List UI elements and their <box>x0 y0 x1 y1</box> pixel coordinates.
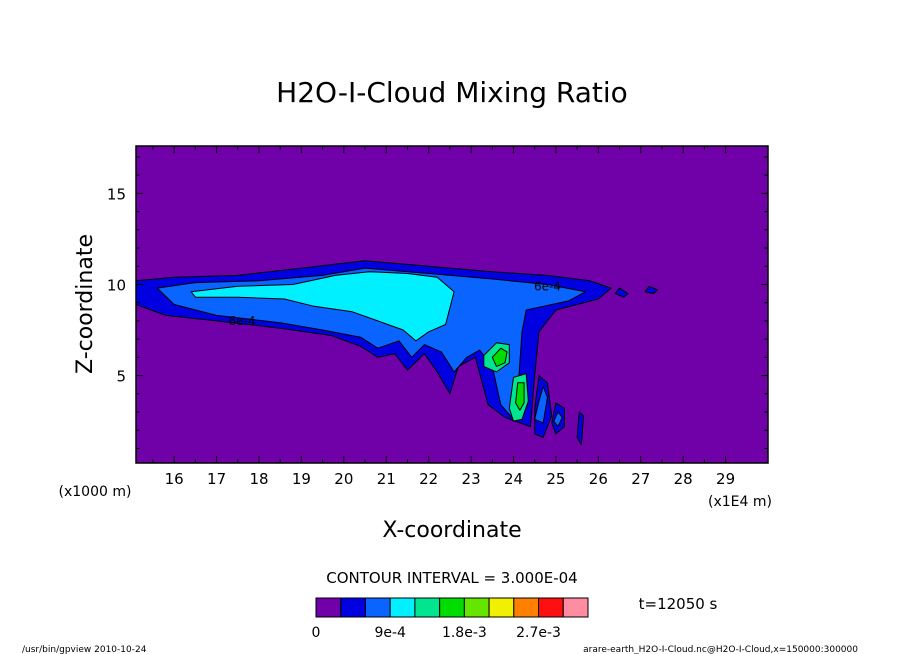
y-tick-label: 15 <box>107 185 126 203</box>
time-label: t=12050 s <box>639 595 718 613</box>
colorbar-swatch <box>463 597 490 618</box>
contour-interval-label: CONTOUR INTERVAL = 3.000E-04 <box>326 569 577 587</box>
x-tick-label: 25 <box>546 470 565 488</box>
contour-region-level-1 <box>614 287 629 298</box>
x-tick-label: 20 <box>334 470 353 488</box>
contour-region-level-2 <box>534 386 548 424</box>
x-tick-label: 22 <box>419 470 438 488</box>
x-tick-label: 16 <box>165 470 184 488</box>
axis-ticks: 16 17 18 19 20 21 22 23 24 25 26 27 28 29 5 10 15 <box>107 146 768 488</box>
x-tick-label: 28 <box>674 470 693 488</box>
x-axis-unit: (x1E4 m) <box>708 494 772 510</box>
colorbar-swatch <box>315 597 342 618</box>
colorbar-swatch <box>439 597 465 618</box>
contour-region-level-1 <box>644 285 659 295</box>
x-tick-label: 27 <box>631 470 650 488</box>
contour-labels: 6e-4 6e-4 <box>229 279 561 328</box>
contour-region-level-1 <box>576 411 584 446</box>
colorbar-swatch <box>364 597 391 618</box>
colorbar-swatch <box>414 597 441 618</box>
colorbar-tick-label: 9e-4 <box>374 625 406 641</box>
contour-label: 6e-4 <box>534 279 561 293</box>
y-tick-label: 5 <box>116 368 126 386</box>
colorbar-tick-label: 1.8e-3 <box>442 625 487 641</box>
x-tick-label: 29 <box>716 470 735 488</box>
contour-field <box>135 146 768 463</box>
colorbar-swatch <box>562 597 589 618</box>
x-tick-label: 19 <box>292 470 311 488</box>
colorbar-swatch <box>340 597 366 618</box>
colorbar-swatch <box>538 597 564 618</box>
y-axis-unit: (x1000 m) <box>59 484 132 500</box>
colorbar-swatch <box>488 597 515 618</box>
x-tick-label: 23 <box>462 470 481 488</box>
colorbar-swatch <box>389 597 416 618</box>
contour-region-level-3 <box>190 271 455 342</box>
contour-region-level-5 <box>515 382 525 411</box>
x-tick-label: 18 <box>249 470 268 488</box>
x-tick-label: 21 <box>377 470 396 488</box>
y-axis-label: Z-coordinate <box>73 234 98 374</box>
x-tick-label: 26 <box>589 470 608 488</box>
plot-frame <box>135 145 769 464</box>
colorbar-tick-label: 0 <box>312 625 321 641</box>
x-axis-label: X-coordinate <box>382 518 521 543</box>
colorbar-swatch <box>513 597 540 618</box>
x-tick-label: 24 <box>504 470 523 488</box>
contour-region-level-5 <box>491 347 508 367</box>
colorbar-labels: 0 9e-4 1.8e-3 2.7e-3 <box>312 625 561 641</box>
contour-region-level-2 <box>156 267 587 420</box>
contour-label: 6e-4 <box>229 314 256 328</box>
chart-title: H2O-I-Cloud Mixing Ratio <box>276 76 628 109</box>
colorbar-tick-label: 2.7e-3 <box>516 625 561 641</box>
x-tick-label: 17 <box>207 470 226 488</box>
contour-region-level-2 <box>553 411 563 428</box>
y-tick-label: 10 <box>107 276 126 294</box>
footer-right: arare-earth_H2O-I-Cloud.nc@H2O-I-Cloud,x… <box>583 645 858 654</box>
footer-left: /usr/bin/gpview 2010-10-24 <box>22 645 147 654</box>
colorbar <box>315 597 589 618</box>
